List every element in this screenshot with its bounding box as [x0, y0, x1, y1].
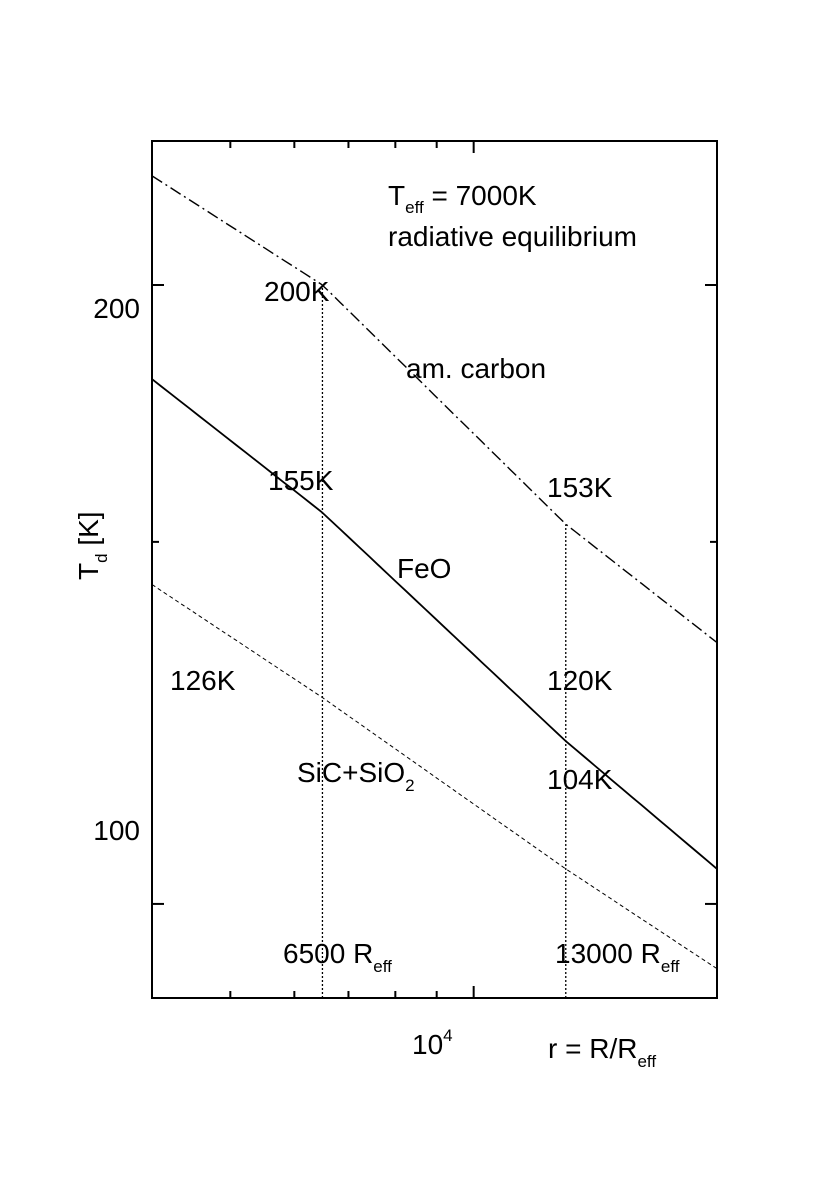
vline-label-13000: 13000 Reff — [555, 938, 680, 976]
title-line-1: Teff = 7000K — [388, 180, 537, 217]
point-label-153k: 153K — [547, 472, 613, 503]
point-label-200k: 200K — [264, 276, 330, 307]
y-tick-label-100: 100 — [93, 815, 140, 846]
series-label-sic-sio2: SiC+SiO2 — [297, 757, 415, 795]
point-label-126k: 126K — [170, 665, 236, 696]
x-axis-label: r = R/Reff — [548, 1033, 656, 1071]
title-line-2: radiative equilibrium — [388, 221, 637, 252]
vline-label-6500: 6500 Reff — [283, 938, 392, 976]
series-line-1 — [151, 175, 718, 644]
y-tick-label-200: 200 — [93, 293, 140, 324]
point-label-120k: 120K — [547, 665, 613, 696]
series-line-3 — [151, 584, 718, 970]
y-axis-label: Td [K] — [73, 511, 111, 580]
point-label-155k: 155K — [268, 465, 334, 496]
plot-frame — [151, 140, 718, 999]
point-label-104k: 104K — [547, 764, 613, 795]
x-tick-label-1e4: 104 — [412, 1026, 453, 1060]
series-label-am-carbon: am. carbon — [406, 353, 546, 384]
series-line-2 — [151, 378, 718, 870]
series-label-feo: FeO — [397, 553, 451, 584]
